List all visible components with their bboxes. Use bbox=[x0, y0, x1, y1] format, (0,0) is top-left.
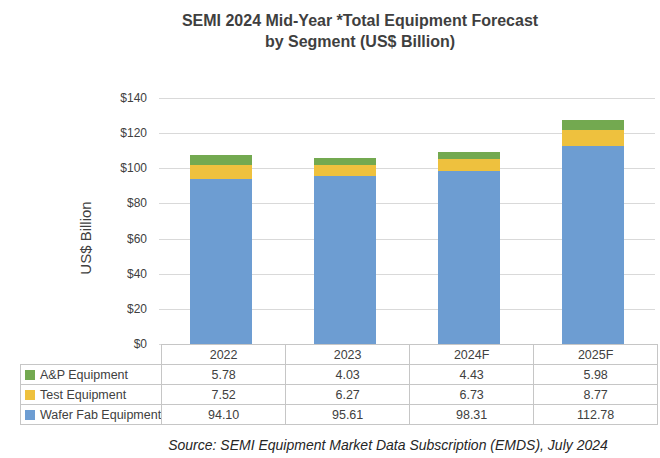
y-axis-tick-label: $20 bbox=[87, 302, 147, 316]
value-cell: 5.78 bbox=[162, 365, 286, 385]
legend-swatch bbox=[25, 390, 35, 400]
value-cell: 6.73 bbox=[410, 385, 534, 405]
chart-title-line1: SEMI 2024 Mid-Year *Total Equipment Fore… bbox=[60, 10, 660, 31]
table-row: A&P Equipment 5.784.034.435.98 bbox=[21, 365, 658, 385]
y-axis-tick-label: $0 bbox=[87, 337, 147, 351]
bar-2022 bbox=[190, 155, 252, 344]
legend-cell: A&P Equipment bbox=[21, 365, 162, 385]
legend-label: A&P Equipment bbox=[40, 368, 128, 382]
bar-segment-test-equipment bbox=[562, 130, 624, 145]
bar-segment-wafer-fab-equipment bbox=[438, 171, 500, 344]
gridline bbox=[159, 98, 655, 99]
legend-label: Wafer Fab Equipment bbox=[40, 408, 161, 422]
bar-segment-test-equipment bbox=[190, 165, 252, 178]
value-cell: 95.61 bbox=[286, 405, 410, 425]
bar-2023 bbox=[314, 158, 376, 344]
y-axis-tick-label: $80 bbox=[87, 196, 147, 210]
value-cell: 98.31 bbox=[410, 405, 534, 425]
value-cell: 7.52 bbox=[162, 385, 286, 405]
y-axis-tick-label: $140 bbox=[87, 91, 147, 105]
y-axis-tick-label: $100 bbox=[87, 161, 147, 175]
value-cell: 4.03 bbox=[286, 365, 410, 385]
y-axis-tick-label: $120 bbox=[87, 126, 147, 140]
data-table: 202220232024F2025F A&P Equipment 5.784.034… bbox=[20, 344, 658, 425]
source-note: Source: SEMI Equipment Market Data Subsc… bbox=[116, 437, 660, 453]
bar-segment-a-p-equipment bbox=[190, 155, 252, 165]
bar-segment-a-p-equipment bbox=[314, 158, 376, 165]
value-cell: 6.27 bbox=[286, 385, 410, 405]
legend-swatch bbox=[25, 370, 35, 380]
y-axis-tick-label: $40 bbox=[87, 267, 147, 281]
value-cell: 112.78 bbox=[534, 405, 658, 425]
category-header-2025f: 2025F bbox=[534, 345, 658, 365]
table-row: Wafer Fab Equipment94.1095.6198.31112.78 bbox=[21, 405, 658, 425]
bar-segment-a-p-equipment bbox=[438, 152, 500, 160]
bar-segment-wafer-fab-equipment bbox=[314, 176, 376, 344]
legend-cell: Test Equipment bbox=[21, 385, 162, 405]
y-axis-tick-label: $60 bbox=[87, 232, 147, 246]
value-cell: 4.43 bbox=[410, 365, 534, 385]
chart-title-line2: by Segment (US$ Billion) bbox=[60, 31, 660, 52]
value-cell: 5.98 bbox=[534, 365, 658, 385]
category-header-2023: 2023 bbox=[286, 345, 410, 365]
legend-swatch bbox=[25, 410, 35, 420]
category-header-2024f: 2024F bbox=[410, 345, 534, 365]
bar-segment-wafer-fab-equipment bbox=[562, 146, 624, 344]
value-cell: 94.10 bbox=[162, 405, 286, 425]
legend-cell: Wafer Fab Equipment bbox=[21, 405, 162, 425]
chart-title: SEMI 2024 Mid-Year *Total Equipment Fore… bbox=[60, 10, 660, 52]
plot-area bbox=[159, 98, 655, 344]
bar-2024F bbox=[438, 152, 500, 344]
bar-segment-test-equipment bbox=[438, 159, 500, 171]
bar-segment-wafer-fab-equipment bbox=[190, 179, 252, 344]
category-header-2022: 2022 bbox=[162, 345, 286, 365]
bar-segment-a-p-equipment bbox=[562, 120, 624, 131]
bar-2025F bbox=[562, 120, 624, 344]
value-cell: 8.77 bbox=[534, 385, 658, 405]
legend-label: Test Equipment bbox=[40, 388, 126, 402]
table-row: Test Equipment 7.526.276.738.77 bbox=[21, 385, 658, 405]
bar-segment-test-equipment bbox=[314, 165, 376, 176]
